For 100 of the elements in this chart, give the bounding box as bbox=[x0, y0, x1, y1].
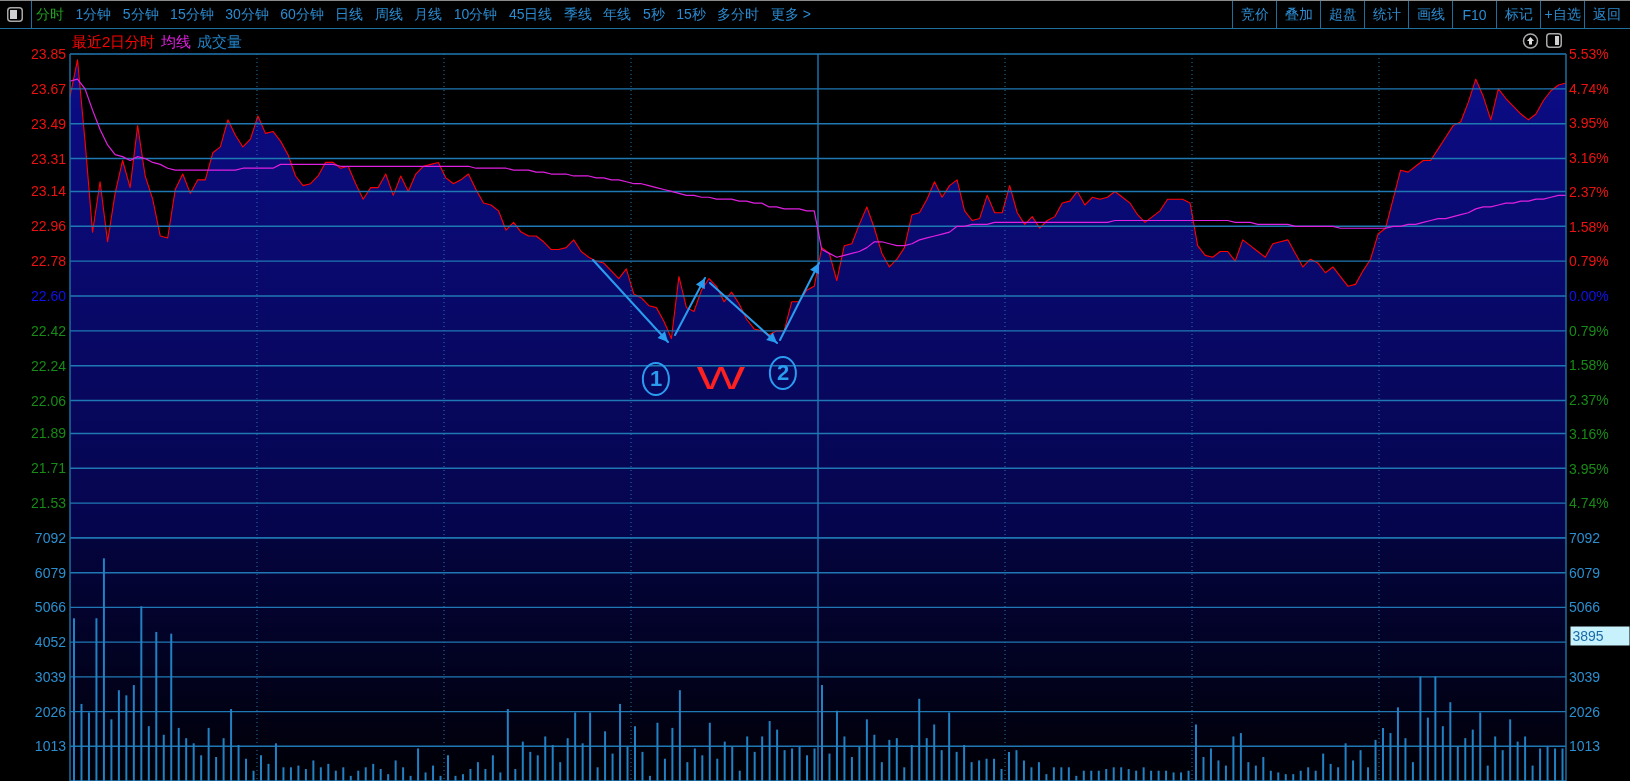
y-tick-label: 5066 bbox=[34, 599, 67, 616]
text: 月线 bbox=[414, 5, 443, 22]
text: +自选 bbox=[1544, 5, 1581, 22]
bar bbox=[424, 772, 427, 781]
bar bbox=[245, 758, 248, 781]
bar bbox=[162, 734, 165, 781]
bar bbox=[469, 769, 472, 781]
bar bbox=[850, 757, 853, 781]
bar bbox=[873, 734, 876, 781]
bar bbox=[791, 748, 794, 781]
annotation: W bbox=[696, 360, 746, 396]
bar bbox=[1396, 707, 1399, 781]
bar bbox=[1404, 738, 1407, 781]
y2-tick-label: 5066 bbox=[1569, 599, 1601, 616]
bar bbox=[768, 721, 771, 781]
bar bbox=[1232, 736, 1235, 781]
y2-tick-label: 2026 bbox=[1569, 703, 1601, 720]
text: 15分钟 bbox=[170, 5, 214, 22]
bar bbox=[1195, 724, 1197, 781]
y-tick-label: 22.42 bbox=[30, 322, 67, 339]
text: 60分钟 bbox=[280, 5, 324, 22]
bar bbox=[506, 709, 509, 781]
bar bbox=[978, 760, 981, 781]
bar bbox=[394, 760, 397, 781]
bar bbox=[1509, 719, 1512, 781]
bar bbox=[776, 729, 779, 781]
text: 画线 bbox=[1416, 5, 1445, 22]
bar bbox=[379, 769, 382, 781]
y-tick-label: 22.78 bbox=[30, 253, 67, 270]
bar bbox=[476, 762, 479, 781]
bar bbox=[806, 755, 809, 781]
bar bbox=[604, 731, 607, 781]
bar bbox=[177, 727, 180, 781]
y2-tick-label: 1013 bbox=[1569, 738, 1601, 755]
y2-tick-label: 3.16% bbox=[1569, 149, 1609, 166]
bar bbox=[1479, 712, 1482, 781]
annotation: 2 bbox=[776, 360, 790, 385]
bar bbox=[1374, 739, 1377, 781]
text: 45日线 bbox=[508, 5, 553, 22]
bar bbox=[1135, 770, 1138, 781]
bar bbox=[1142, 767, 1145, 781]
bar bbox=[1217, 760, 1220, 781]
bar bbox=[282, 767, 285, 781]
y2-tick-label: 1.58% bbox=[1569, 357, 1609, 374]
bar bbox=[140, 606, 143, 781]
bar bbox=[289, 767, 292, 781]
bar bbox=[738, 770, 741, 781]
bar bbox=[1516, 741, 1519, 781]
bar bbox=[716, 758, 719, 781]
bar bbox=[1382, 727, 1384, 781]
bar bbox=[1464, 738, 1467, 781]
bar bbox=[1045, 774, 1048, 781]
bar bbox=[933, 724, 936, 781]
y-tick-label: 21.89 bbox=[30, 425, 67, 442]
text: 5分钟 bbox=[122, 5, 159, 22]
bar bbox=[230, 709, 233, 781]
text: 成交量 bbox=[197, 33, 243, 50]
bar bbox=[1157, 770, 1160, 781]
text: 10分钟 bbox=[453, 5, 498, 22]
bar bbox=[551, 745, 554, 781]
bar bbox=[798, 746, 801, 781]
bar bbox=[304, 769, 307, 781]
text: 标记 bbox=[1504, 5, 1533, 22]
bar bbox=[439, 775, 442, 781]
bar bbox=[1030, 767, 1033, 781]
y2-tick-label: 2.37% bbox=[1569, 184, 1609, 201]
bar bbox=[1172, 772, 1175, 781]
bar bbox=[1105, 769, 1108, 781]
bar bbox=[1239, 733, 1242, 781]
bar bbox=[948, 712, 951, 781]
annotation: 1 bbox=[649, 366, 663, 391]
y-tick-label: 21.53 bbox=[30, 495, 67, 512]
bar bbox=[327, 763, 330, 781]
bar bbox=[409, 775, 412, 781]
bar bbox=[222, 738, 225, 781]
bar bbox=[686, 762, 689, 781]
bar bbox=[1419, 676, 1422, 781]
bar bbox=[783, 750, 786, 781]
bar bbox=[656, 722, 659, 781]
bar bbox=[155, 631, 158, 781]
bar bbox=[693, 748, 696, 781]
y2-tick-label: 0.79% bbox=[1569, 253, 1609, 270]
bar bbox=[87, 712, 90, 781]
bar bbox=[1000, 769, 1003, 781]
bar bbox=[611, 753, 614, 781]
bar bbox=[858, 746, 861, 781]
y-tick-label: 2026 bbox=[34, 703, 67, 720]
bar bbox=[1277, 772, 1280, 781]
bar bbox=[342, 767, 345, 781]
bar bbox=[132, 685, 135, 781]
text: 返回 bbox=[1592, 5, 1621, 22]
bar bbox=[1411, 762, 1414, 781]
bar bbox=[1486, 765, 1489, 781]
bar bbox=[117, 690, 120, 781]
bar bbox=[1367, 767, 1370, 781]
text: 超盘 bbox=[1328, 5, 1357, 22]
series-label: 最近2日分时 bbox=[72, 33, 156, 50]
text: 统计 bbox=[1372, 5, 1401, 22]
bar bbox=[432, 765, 435, 781]
bar bbox=[447, 755, 449, 781]
